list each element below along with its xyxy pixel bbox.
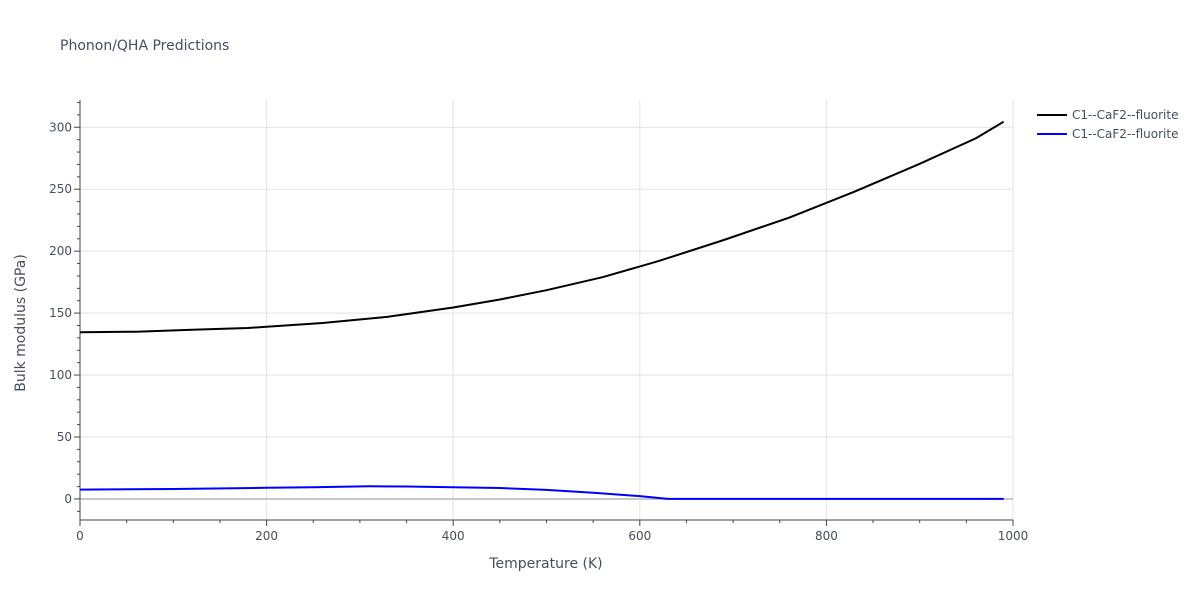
y-tick-label: 150: [49, 306, 72, 320]
legend-label-1: C1--CaF2--fluorite: [1072, 108, 1178, 122]
x-tick-label: 200: [255, 529, 278, 543]
legend: C1--CaF2--fluorite C1--CaF2--fluorite: [1037, 108, 1178, 141]
y-tick-label: 300: [49, 120, 72, 134]
series-line-1: [79, 120, 1005, 334]
x-axis-title: Temperature (K): [488, 556, 602, 572]
y-tick-label: 200: [49, 244, 72, 258]
y-tick-label: 100: [49, 368, 72, 382]
legend-label-2: C1--CaF2--fluorite: [1072, 127, 1178, 141]
y-axis-title: Bulk modulus (GPa): [13, 254, 29, 392]
y-tick-label: 50: [57, 430, 72, 444]
grid-layer: [80, 100, 1014, 520]
x-tick-label: 400: [442, 529, 465, 543]
y-tick-label: 250: [49, 182, 72, 196]
x-tick-label: 1000: [998, 529, 1029, 543]
x-tick-label: 600: [628, 529, 651, 543]
x-tick-label: 0: [76, 529, 84, 543]
series-layer: [79, 120, 1005, 500]
y-tick-label: 0: [64, 492, 72, 506]
x-tick-label: 800: [815, 529, 838, 543]
series-line-2: [79, 485, 1004, 500]
chart-title: Phonon/QHA Predictions: [60, 38, 229, 54]
axes-layer: 0 200 400 600 800 1000 0 50 100 150 200 250 300: [49, 100, 1028, 543]
